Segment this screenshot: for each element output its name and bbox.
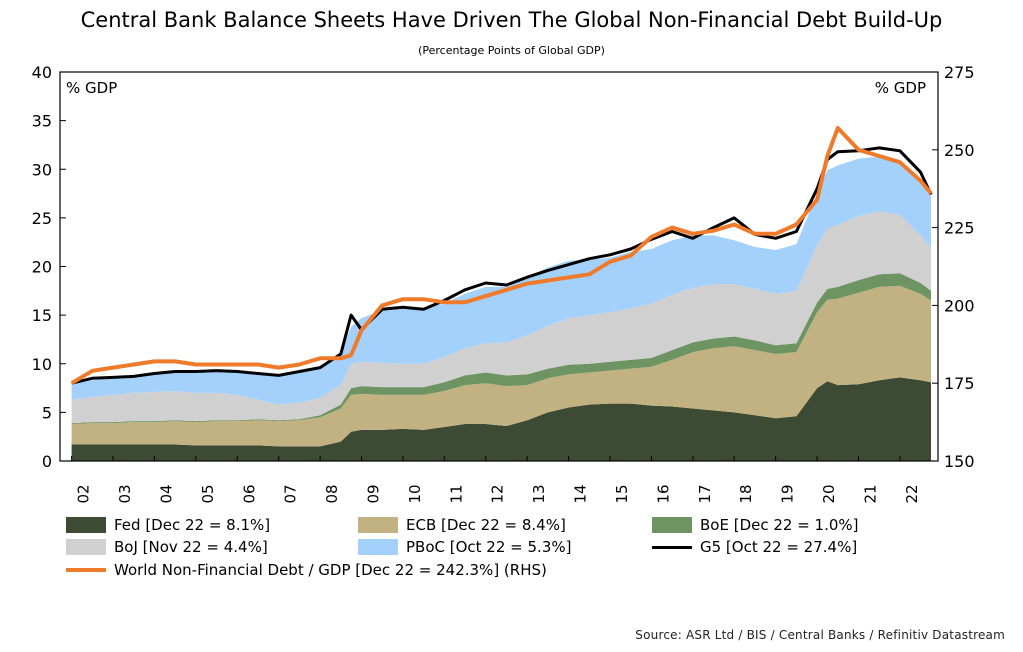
legend-item-g5: G5 [Oct 22 = 27.4%] xyxy=(652,538,857,556)
legend-label-world: World Non-Financial Debt / GDP [Dec 22 =… xyxy=(114,561,547,579)
left-tick-label: 0 xyxy=(42,452,52,471)
left-tick-label: 25 xyxy=(32,209,52,228)
x-tick-label: 04 xyxy=(157,484,175,503)
left-tick-label: 40 xyxy=(32,63,52,82)
area-fed xyxy=(71,377,932,461)
right-tick-label: 200 xyxy=(944,296,975,315)
x-tick-label: 15 xyxy=(613,484,631,503)
legend-label-ecb: ECB [Dec 22 = 8.4%] xyxy=(406,516,566,534)
right-tick-label: 150 xyxy=(944,452,975,471)
x-tick-label: 21 xyxy=(861,484,879,503)
left-tick-label: 10 xyxy=(32,355,52,374)
line-g5 xyxy=(71,146,933,385)
legend-swatch-ecb xyxy=(358,517,398,533)
x-tick-label: 16 xyxy=(654,484,672,503)
area-boj xyxy=(71,211,932,424)
x-tick-label: 11 xyxy=(447,484,465,503)
legend-item-boj: BoJ [Nov 22 = 4.4%] xyxy=(66,538,268,556)
legend-line-g5 xyxy=(652,545,692,549)
left-tick-label: 30 xyxy=(32,160,52,179)
area-boe xyxy=(71,273,932,424)
x-tick-label: 18 xyxy=(737,484,755,503)
legend-item-fed: Fed [Dec 22 = 8.1%] xyxy=(66,516,270,534)
left-tick-label: 5 xyxy=(42,403,52,422)
line-world-debt xyxy=(70,126,933,385)
x-tick-label: 09 xyxy=(365,484,383,503)
legend-label-pboc: PBoC [Oct 22 = 5.3%] xyxy=(406,538,572,556)
legend-item-pboc: PBoC [Oct 22 = 5.3%] xyxy=(358,538,571,556)
x-tick-label: 12 xyxy=(489,484,507,503)
left-tick-label: 35 xyxy=(32,112,52,131)
legend-swatch-boe xyxy=(652,517,692,533)
legend-item-world: World Non-Financial Debt / GDP [Dec 22 =… xyxy=(66,561,547,579)
x-tick-label: 13 xyxy=(530,484,548,503)
x-tick-label: 05 xyxy=(199,484,217,503)
legend-line-world xyxy=(66,568,106,572)
series-lines xyxy=(70,126,933,385)
x-tick-label: 14 xyxy=(572,484,590,503)
right-tick-label: 250 xyxy=(944,141,975,160)
source-note: Source: ASR Ltd / BIS / Central Banks / … xyxy=(635,628,1005,642)
x-tick-label: 17 xyxy=(696,484,714,503)
x-tick-label: 10 xyxy=(406,484,424,503)
legend-swatch-pboc xyxy=(358,539,398,555)
right-axis-unit-label: % GDP xyxy=(875,79,926,97)
legend-label-boj: BoJ [Nov 22 = 4.4%] xyxy=(114,538,268,556)
x-tick-label: 03 xyxy=(116,484,134,503)
legend-label-g5: G5 [Oct 22 = 27.4%] xyxy=(700,538,858,556)
legend-swatch-boj xyxy=(66,539,106,555)
area-pboc xyxy=(71,156,932,405)
x-tick-label: 19 xyxy=(779,484,797,503)
left-axis-unit-label: % GDP xyxy=(66,79,117,97)
right-tick-label: 275 xyxy=(944,63,975,82)
legend-label-boe: BoE [Dec 22 = 1.0%] xyxy=(700,516,859,534)
left-tick-label: 15 xyxy=(32,306,52,325)
legend-swatch-fed xyxy=(66,517,106,533)
chart-subtitle: (Percentage Points of Global GDP) xyxy=(418,44,605,57)
right-tick-label: 225 xyxy=(944,219,975,238)
left-tick-label: 20 xyxy=(32,258,52,277)
x-tick-label: 07 xyxy=(282,484,300,503)
x-tick-label: 02 xyxy=(75,484,93,503)
x-tick-label: 06 xyxy=(240,484,258,503)
area-ecb xyxy=(71,285,932,447)
right-tick-label: 175 xyxy=(944,374,975,393)
legend-item-boe: BoE [Dec 22 = 1.0%] xyxy=(652,516,859,534)
x-tick-label: 20 xyxy=(820,484,838,503)
x-tick-label: 22 xyxy=(903,484,921,503)
legend-item-ecb: ECB [Dec 22 = 8.4%] xyxy=(358,516,566,534)
x-tick-label: 08 xyxy=(323,484,341,503)
stacked-areas xyxy=(71,156,932,461)
chart-title: Central Bank Balance Sheets Have Driven … xyxy=(80,8,943,32)
legend-label-fed: Fed [Dec 22 = 8.1%] xyxy=(114,516,271,534)
